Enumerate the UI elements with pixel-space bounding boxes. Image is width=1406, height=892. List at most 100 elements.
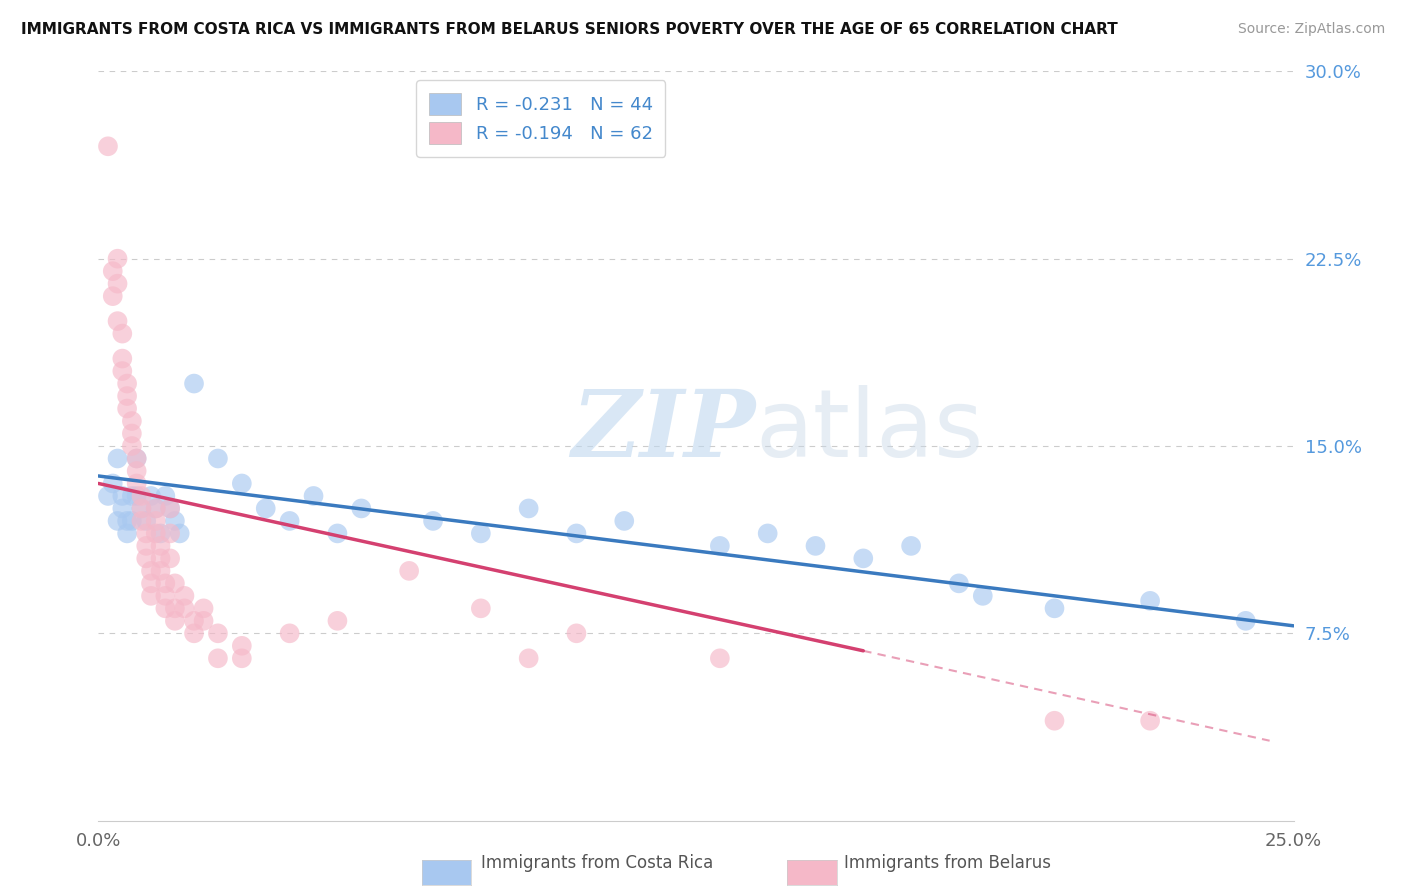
Point xyxy=(125,451,148,466)
Point xyxy=(115,514,138,528)
Point xyxy=(900,539,922,553)
Text: ZIP: ZIP xyxy=(571,386,756,476)
Point xyxy=(121,514,143,528)
Point xyxy=(97,139,120,153)
Point xyxy=(155,589,177,603)
Point xyxy=(145,526,167,541)
Point xyxy=(173,601,195,615)
Point xyxy=(135,551,157,566)
Point xyxy=(159,501,181,516)
Point xyxy=(163,514,186,528)
Point xyxy=(163,576,186,591)
Point xyxy=(135,526,157,541)
Point xyxy=(169,526,191,541)
Point xyxy=(193,614,215,628)
Point xyxy=(173,589,195,603)
Point xyxy=(115,376,138,391)
Point xyxy=(121,426,143,441)
Point xyxy=(145,514,167,528)
Legend: R = -0.231   N = 44, R = -0.194   N = 62: R = -0.231 N = 44, R = -0.194 N = 62 xyxy=(416,80,665,157)
Point xyxy=(159,501,181,516)
Point xyxy=(326,614,349,628)
Point xyxy=(517,651,540,665)
Point xyxy=(972,589,994,603)
Point xyxy=(139,489,162,503)
Point xyxy=(163,614,186,628)
Point xyxy=(193,601,215,615)
Point xyxy=(207,626,229,640)
Point xyxy=(231,651,253,665)
Point xyxy=(101,476,124,491)
Point xyxy=(107,314,129,328)
Point xyxy=(135,514,157,528)
Point xyxy=(422,514,444,528)
Point xyxy=(254,501,277,516)
Point xyxy=(278,626,301,640)
Point xyxy=(121,414,143,428)
Point xyxy=(350,501,373,516)
Point xyxy=(207,651,229,665)
Point xyxy=(804,539,827,553)
Point xyxy=(97,489,120,503)
Text: IMMIGRANTS FROM COSTA RICA VS IMMIGRANTS FROM BELARUS SENIORS POVERTY OVER THE A: IMMIGRANTS FROM COSTA RICA VS IMMIGRANTS… xyxy=(21,22,1118,37)
Point xyxy=(131,501,153,516)
Point xyxy=(163,601,186,615)
Point xyxy=(1139,714,1161,728)
Point xyxy=(125,451,148,466)
Point xyxy=(302,489,325,503)
Point xyxy=(121,439,143,453)
Point xyxy=(756,526,779,541)
Point xyxy=(159,526,181,541)
Point xyxy=(149,539,172,553)
Point xyxy=(115,526,138,541)
Point xyxy=(149,564,172,578)
Point xyxy=(948,576,970,591)
Point xyxy=(470,526,492,541)
Point xyxy=(183,626,205,640)
Point xyxy=(1043,714,1066,728)
Point xyxy=(231,639,253,653)
Point xyxy=(135,539,157,553)
Point xyxy=(709,651,731,665)
Point xyxy=(852,551,875,566)
Point xyxy=(115,401,138,416)
Point xyxy=(111,364,134,378)
Point xyxy=(709,539,731,553)
Point xyxy=(326,526,349,541)
Point xyxy=(131,501,153,516)
Text: Immigrants from Belarus: Immigrants from Belarus xyxy=(844,855,1050,872)
Point xyxy=(613,514,636,528)
Point xyxy=(155,601,177,615)
Point xyxy=(121,489,143,503)
Point xyxy=(1139,594,1161,608)
Point xyxy=(107,277,129,291)
Point xyxy=(398,564,420,578)
Point xyxy=(278,514,301,528)
Point xyxy=(155,576,177,591)
Point xyxy=(125,476,148,491)
Point xyxy=(517,501,540,516)
Point xyxy=(1234,614,1257,628)
Point xyxy=(207,451,229,466)
Point xyxy=(107,252,129,266)
Point xyxy=(149,526,172,541)
Point xyxy=(1043,601,1066,615)
Point xyxy=(565,626,588,640)
Point xyxy=(145,501,167,516)
Point xyxy=(125,489,148,503)
Point xyxy=(183,614,205,628)
Text: Immigrants from Costa Rica: Immigrants from Costa Rica xyxy=(481,855,713,872)
Point xyxy=(111,501,134,516)
Point xyxy=(149,551,172,566)
Point xyxy=(145,501,167,516)
Point xyxy=(101,264,124,278)
Point xyxy=(111,326,134,341)
Point xyxy=(115,389,138,403)
Point xyxy=(107,514,129,528)
Point xyxy=(111,489,134,503)
Point xyxy=(155,489,177,503)
Point xyxy=(231,476,253,491)
Text: Source: ZipAtlas.com: Source: ZipAtlas.com xyxy=(1237,22,1385,37)
Point xyxy=(565,526,588,541)
Text: atlas: atlas xyxy=(756,385,984,477)
